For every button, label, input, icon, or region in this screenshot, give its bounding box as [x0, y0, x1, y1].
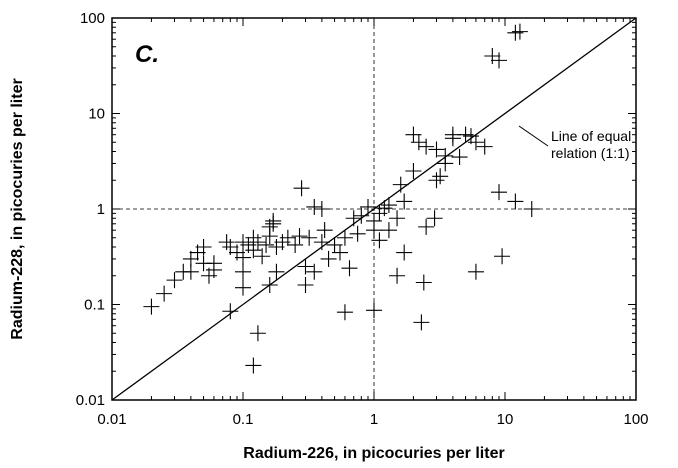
- data-point: [426, 210, 443, 227]
- data-point: [313, 201, 330, 217]
- data-point: [341, 260, 358, 277]
- data-point: [494, 248, 511, 265]
- data-point: [249, 234, 266, 251]
- data-points: [143, 23, 540, 374]
- data-point: [366, 222, 382, 239]
- data-point: [261, 228, 278, 245]
- data-point: [432, 168, 449, 185]
- panel-label: C.: [135, 41, 159, 68]
- data-point: [491, 184, 508, 201]
- data-point: [313, 234, 330, 251]
- data-point: [235, 249, 251, 266]
- data-point: [380, 197, 397, 214]
- data-point: [371, 232, 388, 249]
- data-point: [245, 357, 262, 374]
- y-axis-title: Radium-228, in picocuries per liter: [9, 78, 26, 339]
- data-point: [451, 149, 468, 166]
- x-tick-label: 0.1: [233, 411, 254, 428]
- y-tick-label: 0.01: [76, 392, 105, 409]
- data-point: [254, 248, 271, 265]
- x-axis-title: Radium-226, in picocuries per liter: [243, 445, 504, 462]
- plot-frame: [111, 17, 637, 401]
- annotation-leader: [518, 125, 549, 147]
- data-point: [287, 236, 304, 253]
- data-point: [366, 302, 382, 319]
- data-point: [261, 277, 278, 294]
- data-point: [444, 126, 461, 143]
- data-point: [396, 193, 413, 210]
- data-point: [143, 298, 160, 315]
- y-tick-label: 1: [97, 201, 105, 218]
- y-tick-label: 10: [88, 106, 105, 123]
- x-tick-label: 1: [370, 411, 378, 428]
- data-point: [182, 263, 199, 280]
- data-point: [235, 263, 251, 280]
- data-point: [428, 141, 445, 158]
- data-point: [345, 210, 362, 227]
- data-point: [297, 277, 314, 294]
- data-point: [389, 267, 406, 284]
- data-point: [297, 258, 314, 275]
- data-point: [428, 172, 445, 189]
- data-point: [415, 274, 432, 291]
- x-tick-label: 10: [497, 411, 514, 428]
- x-tick-label: 0.01: [97, 411, 126, 428]
- axis-ticks: 0.01 0.1 1 10 100 0.01 0.1 1 10 100: [76, 10, 649, 428]
- data-point: [268, 263, 285, 280]
- data-point: [306, 263, 323, 280]
- data-point: [360, 198, 377, 215]
- data-point: [316, 222, 333, 239]
- y-tick-label: 100: [80, 10, 105, 27]
- data-point: [467, 263, 484, 280]
- data-point: [156, 285, 173, 302]
- data-point: [301, 229, 318, 246]
- data-point: [396, 244, 413, 261]
- data-point: [418, 138, 435, 155]
- data-point: [410, 134, 427, 151]
- data-point: [235, 279, 251, 296]
- data-point: [218, 234, 235, 251]
- data-point: [389, 210, 406, 227]
- data-point: [279, 229, 296, 246]
- data-point: [418, 218, 435, 235]
- data-point: [476, 138, 493, 155]
- data-point: [507, 24, 524, 41]
- data-point: [484, 48, 501, 65]
- data-point: [467, 134, 484, 151]
- data-point: [523, 201, 540, 217]
- data-point: [265, 215, 282, 232]
- data-point: [331, 244, 348, 261]
- data-point: [491, 52, 508, 69]
- x-tick-label: 100: [623, 411, 648, 428]
- data-point: [166, 272, 183, 289]
- data-point: [205, 261, 222, 278]
- data-point: [437, 147, 454, 164]
- data-point: [336, 304, 353, 321]
- data-point: [245, 242, 262, 259]
- data-point: [336, 229, 353, 246]
- data-point: [353, 207, 370, 224]
- annotation-line-2: relation (1:1): [551, 145, 630, 161]
- annotation-line-1: Line of equal: [551, 128, 631, 144]
- data-point: [507, 193, 524, 210]
- data-point: [349, 225, 366, 242]
- data-point: [195, 239, 212, 256]
- data-point: [222, 303, 239, 320]
- data-point: [413, 314, 430, 331]
- data-point: [249, 325, 266, 342]
- data-point: [320, 250, 337, 267]
- data-point: [306, 198, 323, 215]
- data-point: [511, 23, 528, 40]
- data-point: [291, 228, 308, 245]
- data-point: [371, 205, 388, 222]
- data-point: [405, 162, 422, 179]
- data-point: [258, 236, 275, 253]
- data-point: [293, 180, 310, 197]
- one-to-one-line: [112, 18, 636, 400]
- y-tick-label: 0.1: [84, 297, 105, 314]
- data-point: [392, 176, 409, 193]
- data-point: [380, 222, 397, 239]
